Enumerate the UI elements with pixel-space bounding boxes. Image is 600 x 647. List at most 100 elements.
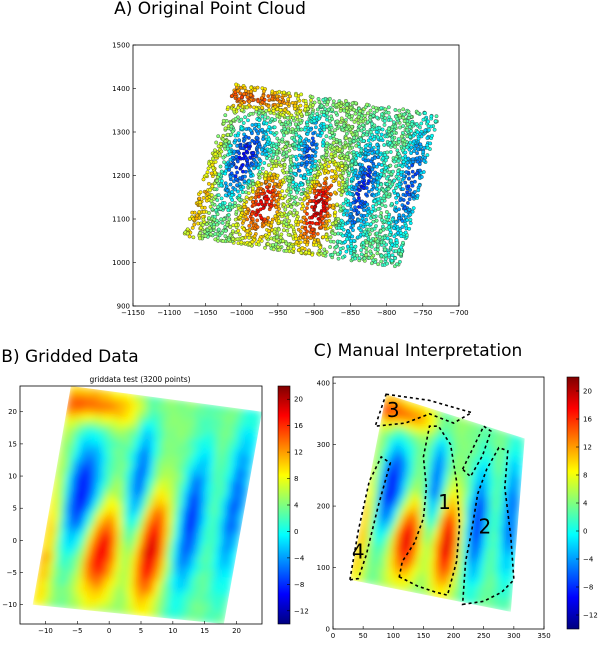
point — [213, 188, 216, 191]
point — [286, 200, 289, 203]
y-tick-label: 15 — [8, 440, 17, 448]
point — [292, 247, 295, 250]
point — [386, 151, 389, 154]
point — [403, 113, 406, 116]
point — [261, 167, 264, 170]
point — [362, 127, 365, 130]
point — [340, 164, 343, 167]
point — [296, 202, 299, 205]
point — [372, 106, 375, 109]
point — [271, 159, 274, 162]
point — [240, 108, 243, 111]
point — [352, 140, 355, 143]
point — [298, 169, 301, 172]
point — [252, 151, 255, 154]
point — [268, 183, 271, 186]
point — [395, 201, 398, 204]
point — [409, 213, 412, 216]
point — [244, 215, 247, 218]
point — [387, 106, 390, 109]
panel-b-heatmap — [33, 386, 262, 624]
point — [358, 163, 361, 166]
point — [243, 199, 246, 202]
point — [307, 139, 310, 142]
point — [295, 158, 298, 161]
point — [214, 238, 217, 241]
point — [366, 112, 369, 115]
point — [358, 112, 361, 115]
point — [394, 186, 397, 189]
point — [339, 109, 342, 112]
point — [394, 257, 397, 260]
point — [229, 175, 232, 178]
point — [226, 147, 229, 150]
point — [219, 165, 222, 168]
point — [354, 257, 357, 260]
point — [247, 166, 250, 169]
point — [313, 119, 316, 122]
point — [362, 181, 365, 184]
point — [384, 254, 387, 257]
point — [330, 108, 333, 111]
point — [349, 252, 352, 255]
point — [378, 126, 381, 129]
point — [367, 190, 370, 193]
point — [293, 142, 296, 145]
point — [375, 176, 378, 179]
point — [210, 172, 213, 175]
point — [337, 257, 340, 260]
point — [291, 101, 294, 104]
point — [322, 204, 325, 207]
point — [266, 189, 269, 192]
point — [372, 194, 375, 197]
point — [335, 203, 338, 206]
point — [261, 101, 264, 104]
point — [380, 173, 383, 176]
point — [238, 176, 241, 179]
point — [399, 199, 402, 202]
point — [380, 169, 383, 172]
point — [199, 226, 202, 229]
point — [355, 157, 358, 160]
point — [285, 249, 288, 252]
point — [239, 103, 242, 106]
point — [398, 114, 401, 117]
point — [401, 225, 404, 228]
point — [312, 149, 315, 152]
point — [319, 124, 322, 127]
point — [340, 117, 343, 120]
point — [303, 197, 306, 200]
point — [357, 227, 360, 230]
point — [336, 168, 339, 171]
point — [300, 162, 303, 165]
point — [396, 231, 399, 234]
point — [227, 192, 230, 195]
point — [285, 242, 288, 245]
point — [317, 97, 320, 100]
y-tick-label: 1200 — [112, 172, 130, 180]
point — [366, 121, 369, 124]
point — [257, 125, 260, 128]
point — [386, 183, 389, 186]
point — [300, 156, 303, 159]
point — [402, 174, 405, 177]
point — [224, 127, 227, 130]
point — [392, 226, 395, 229]
point — [345, 238, 348, 241]
point — [251, 217, 254, 220]
point — [375, 143, 378, 146]
point — [311, 221, 314, 224]
point — [341, 128, 344, 131]
point — [264, 174, 267, 177]
point — [429, 142, 432, 145]
point — [289, 161, 292, 164]
point — [351, 102, 354, 105]
point — [376, 252, 379, 255]
point — [321, 144, 324, 147]
point — [228, 202, 231, 205]
point — [273, 126, 276, 129]
heatmap-cell — [256, 411, 262, 418]
point — [195, 217, 198, 220]
point — [315, 146, 318, 149]
point — [358, 171, 361, 174]
